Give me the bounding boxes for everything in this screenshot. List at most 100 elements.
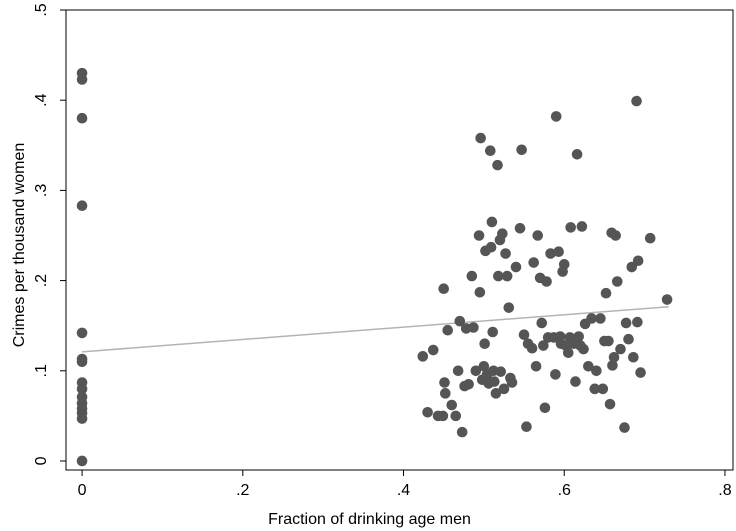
data-point [541,276,552,287]
data-point [501,270,513,282]
data-point [490,388,502,399]
data-point [76,383,88,395]
data-point [611,276,623,287]
data-point [439,377,450,388]
data-point [532,230,544,241]
data-point [440,388,451,399]
data-point [608,351,620,363]
data-point [493,270,504,282]
data-point [468,322,479,333]
y-tick-label: .1 [33,364,50,377]
data-point [578,343,589,355]
x-tick-label: 0 [78,482,87,499]
data-point [539,402,551,414]
data-point [422,406,433,418]
data-point [573,331,585,342]
data-point [489,376,500,387]
data-point [76,200,88,212]
data-point [456,426,468,438]
data-point [463,379,474,390]
data-point [550,369,561,380]
data-point [485,145,496,157]
data-point [628,351,639,363]
x-axis-title: Fraction of drinking age men [268,511,471,528]
data-point [492,159,503,171]
data-point [604,398,616,410]
data-point [536,317,548,329]
data-point [76,356,88,368]
data-point [76,327,88,339]
data-point [506,377,518,388]
data-point [76,74,88,85]
data-point [528,257,540,268]
data-point [442,324,454,336]
data-point [530,360,542,372]
data-point [619,422,630,433]
data-point [600,287,612,299]
data-point [473,230,485,241]
data-point [495,366,507,377]
data-point [497,228,508,239]
data-point [661,294,673,305]
data-point [470,365,482,377]
data-point [644,232,656,244]
data-point [76,413,88,424]
data-point [466,270,478,282]
data-point [76,455,88,467]
y-tick-label: .4 [33,93,50,106]
data-point [417,351,429,362]
data-point [503,302,515,313]
data-point [583,360,594,372]
data-point [538,340,549,351]
data-point [615,343,626,355]
data-point [632,255,644,267]
data-point [479,338,490,350]
data-point [518,329,530,341]
data-point [576,221,588,232]
data-point [607,360,618,371]
data-point [526,342,538,354]
data-point [487,326,499,338]
data-point [478,360,490,372]
x-tick-label: .4 [397,482,410,499]
data-point [510,261,522,273]
data-point [595,313,606,324]
data-point [570,376,581,387]
y-tick-label: .2 [33,274,50,287]
plot-frame [65,9,734,471]
data-point [545,248,556,259]
data-point [631,95,642,107]
data-point [565,222,576,233]
x-tick-label: .8 [718,482,731,499]
data-point [427,344,439,356]
x-tick-label: .2 [236,482,249,499]
x-tick-label: .6 [558,482,571,499]
data-point [635,367,646,378]
data-point [452,365,464,377]
data-point [521,421,532,433]
data-point [597,383,609,395]
data-point [571,149,583,160]
data-point [437,410,449,422]
data-point [562,347,574,359]
data-point [550,111,562,122]
fit-line [82,305,669,353]
y-tick-label: 0 [33,456,50,465]
data-point [632,316,643,328]
data-point [591,365,602,377]
data-point [586,313,597,324]
data-point [516,144,527,156]
y-axis-title: Crimes per thousand women [11,143,28,348]
data-point [450,410,462,422]
data-point [438,283,449,295]
data-point [620,317,632,329]
data-point [514,222,526,234]
data-point [498,383,510,395]
data-point [623,333,634,345]
data-point [485,241,497,253]
data-point [76,112,88,124]
data-point [603,335,614,347]
data-point [553,246,564,258]
